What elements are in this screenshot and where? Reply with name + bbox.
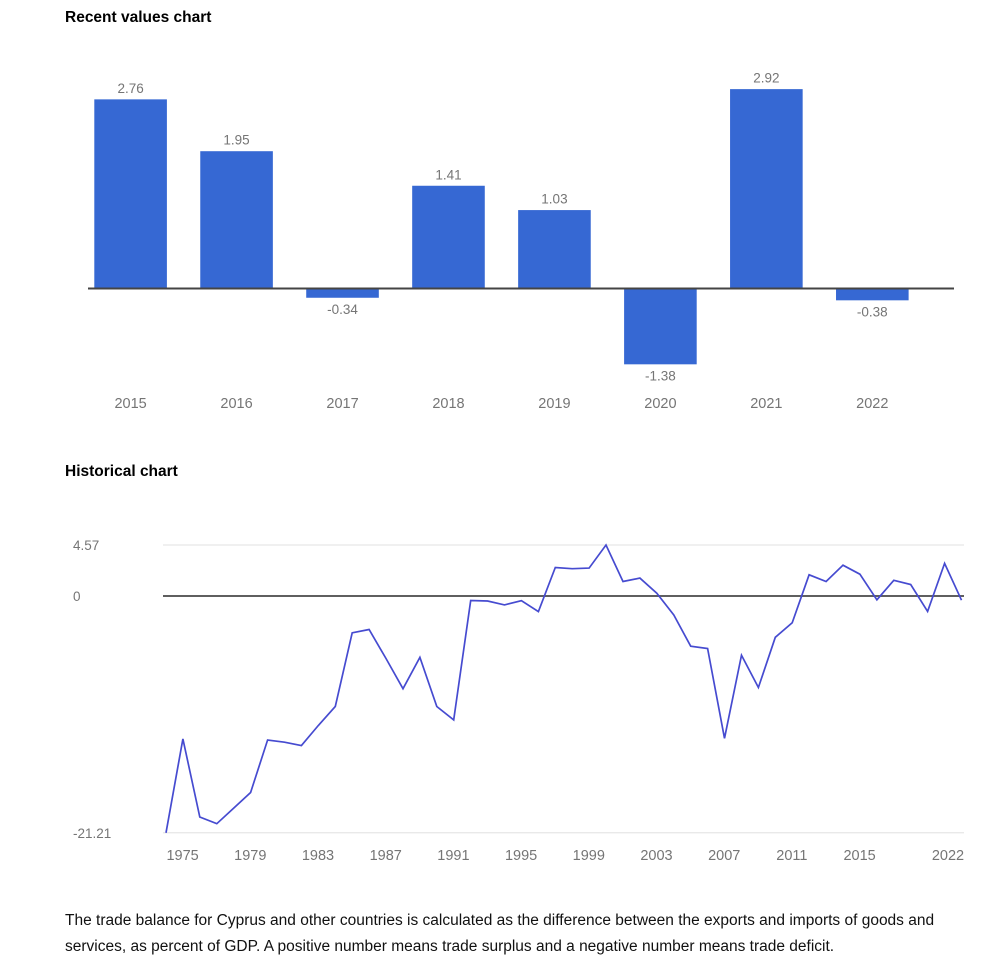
chart-description-text: The trade balance for Cyprus and other c… bbox=[65, 912, 935, 955]
trade-balance-line-series[interactable] bbox=[165, 543, 963, 833]
x-axis-year-label: 2016 bbox=[220, 396, 252, 412]
x-axis-year-label: 2019 bbox=[538, 396, 570, 412]
x-axis-tick-label: 2022 bbox=[932, 848, 964, 864]
x-axis-year-label: 2015 bbox=[114, 396, 146, 412]
bar-value-label: -0.34 bbox=[327, 302, 358, 317]
x-axis-year-label: 2022 bbox=[856, 396, 888, 412]
x-axis-year-label: 2017 bbox=[326, 396, 358, 412]
x-axis-tick-label: 1987 bbox=[370, 848, 402, 864]
x-axis-tick-label: 2003 bbox=[640, 848, 672, 864]
bar-2022[interactable] bbox=[836, 288, 909, 301]
bar-2017[interactable] bbox=[306, 288, 379, 298]
x-axis-tick-label: 1999 bbox=[573, 848, 605, 864]
x-axis-year-label: 2020 bbox=[644, 396, 676, 412]
bar-2021[interactable] bbox=[730, 89, 803, 289]
y-axis-tick-label: -21.21 bbox=[73, 826, 111, 841]
bar-2019[interactable] bbox=[518, 210, 591, 289]
x-axis-tick-label: 2011 bbox=[776, 848, 807, 864]
x-axis-year-label: 2021 bbox=[750, 396, 782, 412]
x-axis-year-label: 2018 bbox=[432, 396, 464, 412]
bar-2018[interactable] bbox=[412, 185, 485, 289]
x-axis-tick-label: 2015 bbox=[843, 848, 875, 864]
historical-line-chart: 4.57 0 -21.21 1975 1979 1983 1987 1991 1995 1999 2… bbox=[73, 538, 964, 864]
bar-value-label: 1.41 bbox=[435, 167, 461, 182]
historical-chart-title: Historical chart bbox=[65, 463, 178, 480]
x-axis-tick-label: 2007 bbox=[708, 848, 740, 864]
bar-value-label: -1.38 bbox=[645, 368, 676, 383]
x-axis-tick-label: 1979 bbox=[234, 848, 266, 864]
bar-value-label: 1.95 bbox=[223, 133, 249, 148]
bar-value-label: 1.03 bbox=[541, 192, 567, 207]
recent-values-bar-chart: 2.76 2015 1.95 2016 -0.34 2017 1.41 2018 1.03 201… bbox=[88, 71, 954, 412]
recent-values-chart-title: Recent values chart bbox=[65, 9, 212, 26]
bar-2015[interactable] bbox=[94, 99, 167, 289]
y-axis-tick-label: 0 bbox=[73, 589, 81, 604]
bar-2020[interactable] bbox=[624, 288, 697, 365]
x-axis-tick-label: 1983 bbox=[302, 848, 334, 864]
bar-value-label: -0.38 bbox=[857, 304, 888, 319]
bar-value-label: 2.92 bbox=[753, 71, 779, 86]
bar-2016[interactable] bbox=[200, 151, 273, 289]
y-axis-tick-label: 4.57 bbox=[73, 538, 99, 553]
bar-value-label: 2.76 bbox=[117, 81, 143, 96]
x-axis-tick-label: 1991 bbox=[437, 848, 469, 864]
x-axis-tick-label: 1975 bbox=[166, 848, 198, 864]
x-axis-tick-label: 1995 bbox=[505, 848, 537, 864]
